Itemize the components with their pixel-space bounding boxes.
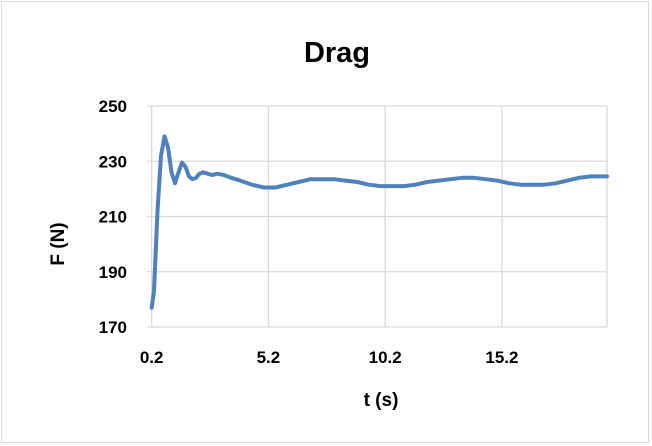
x-tick-label: 15.2 <box>485 348 518 367</box>
plot-area <box>149 134 609 310</box>
y-tick-label: 230 <box>99 152 127 171</box>
x-tick-label: 0.2 <box>140 348 164 367</box>
y-tick-label: 250 <box>99 97 127 116</box>
y-tick-label: 170 <box>99 318 127 337</box>
x-tick-label: 10.2 <box>369 348 402 367</box>
y-axis-label: F (N) <box>48 222 69 265</box>
x-axis-label: t (s) <box>364 390 399 411</box>
y-tick-labels: 170 190 210 230 250 <box>99 97 127 337</box>
x-tick-label: 5.2 <box>257 348 281 367</box>
gridlines <box>147 105 608 328</box>
chart-title: Drag <box>304 37 370 69</box>
x-tick-labels: 0.2 5.2 10.2 15.2 <box>140 348 519 367</box>
y-tick-label: 190 <box>99 263 127 282</box>
series-line-drag <box>149 134 609 310</box>
y-tick-label: 210 <box>99 208 127 227</box>
